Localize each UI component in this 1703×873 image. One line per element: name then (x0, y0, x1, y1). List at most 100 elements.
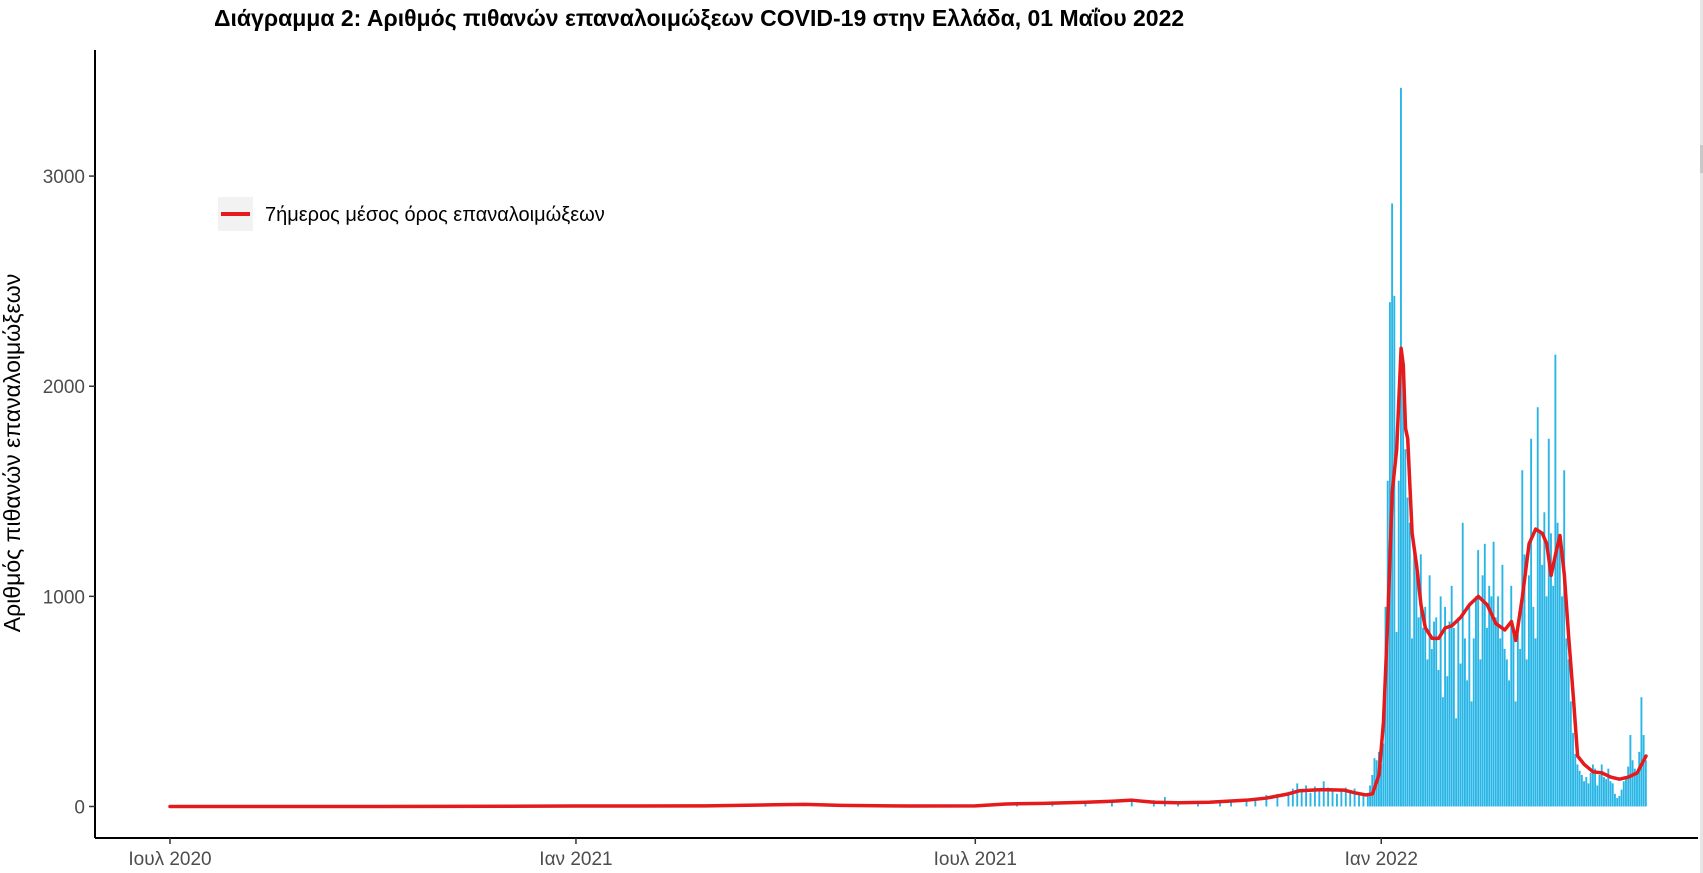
bar (1477, 550, 1480, 807)
bar (1441, 697, 1444, 807)
bar (1607, 768, 1610, 807)
bar (1331, 790, 1334, 807)
bar (1322, 781, 1325, 807)
bar (1497, 596, 1499, 807)
bar (1585, 777, 1588, 807)
bar (1530, 438, 1533, 807)
bar (1543, 512, 1546, 807)
bar (1461, 522, 1464, 807)
bar (1591, 764, 1594, 807)
bar (1426, 659, 1429, 807)
bar (1505, 659, 1508, 807)
bar (1411, 638, 1413, 807)
y-axis-label: Αριθμός πιθανών επαναλοιμώξεων (0, 274, 25, 632)
bar (1492, 541, 1495, 807)
bar (1638, 751, 1641, 807)
bar (1609, 781, 1612, 807)
bar (1521, 470, 1524, 807)
bar (1397, 480, 1400, 807)
bar (1419, 554, 1422, 807)
bar (1380, 764, 1383, 807)
y-tick-label: 0 (74, 797, 85, 818)
bar (1430, 648, 1433, 807)
bar (1457, 617, 1460, 807)
scroll-marker (1700, 145, 1703, 173)
y-ticks: 0 1000 2000 3000 (43, 167, 95, 818)
bar (1393, 295, 1396, 807)
bar (1574, 753, 1577, 807)
bar (1552, 585, 1555, 807)
bar (1358, 794, 1360, 807)
bar (1463, 638, 1466, 807)
bar (1587, 783, 1590, 807)
bar (1349, 791, 1352, 807)
bar (1554, 354, 1557, 807)
bar (1589, 772, 1592, 807)
bar (1452, 627, 1455, 807)
bar (1468, 606, 1471, 807)
bar (1344, 787, 1347, 807)
bar (1583, 781, 1585, 807)
bar (1545, 596, 1548, 807)
bar (1327, 787, 1330, 807)
bar (1644, 760, 1647, 807)
bar (1534, 638, 1537, 807)
bar (1503, 648, 1506, 807)
bar (1516, 634, 1519, 807)
bar (1435, 617, 1438, 807)
bar (1366, 795, 1369, 807)
bar (1602, 777, 1605, 807)
x-ticks: Ιουλ 2020 Ιαν 2021 Ιουλ 2021 Ιαν 2022 (128, 838, 1418, 870)
y-tick-label: 2000 (43, 377, 85, 398)
y-tick-label: 3000 (43, 167, 85, 188)
bar (1550, 533, 1552, 807)
bar (1448, 621, 1451, 807)
bar (1313, 786, 1316, 807)
bar (1287, 791, 1290, 807)
x-tick-label: Ιουλ 2021 (934, 849, 1017, 870)
bar (1433, 621, 1435, 807)
bar (1475, 596, 1477, 807)
bar (1466, 680, 1469, 807)
bar (1455, 718, 1458, 807)
bar (1051, 803, 1054, 807)
bar (1618, 795, 1621, 807)
bar (1459, 663, 1462, 807)
bar (1450, 585, 1453, 807)
bar (1362, 793, 1365, 807)
bar (1318, 790, 1321, 807)
bar (1300, 789, 1303, 807)
bar (1576, 764, 1579, 807)
bar (1408, 522, 1411, 807)
bar (1291, 788, 1294, 807)
bar (1402, 365, 1405, 807)
bar (1373, 758, 1376, 807)
bar (1636, 772, 1638, 807)
bar (1486, 627, 1488, 807)
bar (1629, 735, 1632, 807)
bar (1494, 617, 1497, 807)
bar (1547, 438, 1550, 807)
bar (1501, 564, 1504, 807)
bar (1488, 585, 1491, 807)
bar (1422, 627, 1424, 807)
bar (1296, 783, 1299, 807)
bar (1614, 793, 1616, 807)
bar (1561, 596, 1563, 807)
chart-title: Διάγραμμα 2: Αριθμός πιθανών επαναλοιμώξ… (214, 5, 1184, 31)
bar (1336, 793, 1338, 807)
bar (1110, 802, 1113, 807)
bar (1625, 777, 1627, 807)
bar (1340, 789, 1343, 807)
bar (1631, 760, 1634, 807)
bar (1563, 470, 1566, 807)
bar (1219, 802, 1221, 807)
bar (1525, 659, 1528, 807)
legend-label: 7ήμερος μέσος όρος επαναλοιμώξεων (265, 204, 605, 226)
bar (1417, 617, 1420, 807)
bar (1353, 788, 1356, 807)
bar (1084, 802, 1087, 807)
bar (1627, 766, 1630, 807)
bar (1444, 606, 1447, 807)
